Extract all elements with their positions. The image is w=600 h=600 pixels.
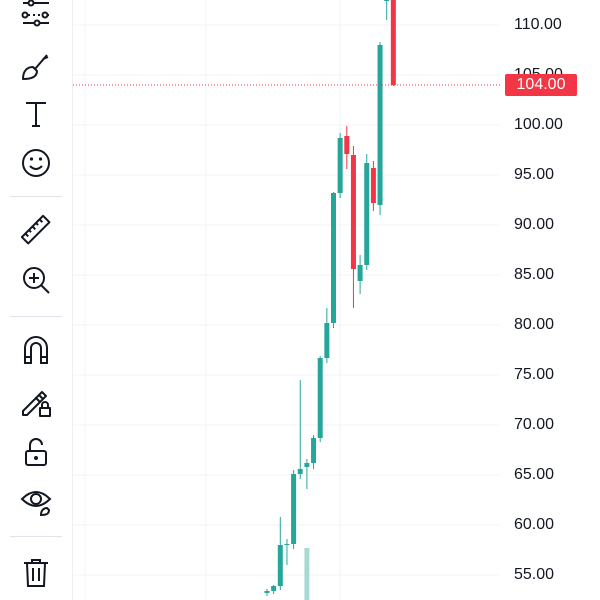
trend-line-tool-icon[interactable] [14,0,58,36]
eye-visibility-icon[interactable] [14,478,58,522]
text-tool-icon[interactable] [14,92,58,136]
price-chart[interactable] [73,0,500,600]
ruler-measure-icon[interactable] [14,208,58,252]
price-tick-label: 100.00 [514,116,563,133]
candle-up [357,265,363,281]
price-tick-label: 70.00 [514,416,555,433]
toolbar-divider [10,196,62,197]
toolbar-divider [10,316,62,317]
last-price-label: 104.00 [505,74,577,96]
zoom-in-icon[interactable] [14,258,58,302]
price-tick-label: 75.00 [514,366,555,383]
trash-icon[interactable] [14,550,58,594]
candle-up [271,586,277,591]
candle-up [384,0,390,1]
unlock-icon[interactable] [14,430,58,474]
candle-up [304,463,310,467]
drawing-toolbar [0,0,73,600]
volume-bar [304,548,310,600]
candle-down [370,168,376,203]
candle-up [311,438,317,463]
candle-up [284,544,290,545]
price-tick-label: 65.00 [514,466,555,483]
candle-down [344,136,350,154]
candle-up [331,193,336,323]
candle-up [297,469,303,474]
candle-up [324,323,330,358]
price-tick-label: 85.00 [514,266,555,283]
candle-up [264,591,270,593]
price-tick-label: 60.00 [514,516,555,533]
magnet-icon[interactable] [14,328,58,372]
price-tick-label: 110.00 [514,16,562,33]
price-tick-label: 90.00 [514,216,555,233]
candle-up [364,163,370,265]
price-tick-label: 80.00 [514,316,555,333]
price-tick-label: 55.00 [514,566,555,583]
candle-up [337,138,343,193]
candle-down [390,0,396,85]
candle-up [317,358,323,438]
candle-up [291,474,297,544]
emoji-tool-icon[interactable] [14,141,58,185]
candle-up [377,45,383,205]
candle-up [277,545,283,586]
candle-down [350,155,356,269]
brush-tool-icon[interactable] [14,44,58,88]
toolbar-divider [10,536,62,537]
price-tick-label: 95.00 [514,166,555,183]
lock-drawings-icon[interactable] [14,380,58,424]
price-axis[interactable]: 110.00105.00100.0095.0090.0085.0080.0075… [500,0,600,600]
